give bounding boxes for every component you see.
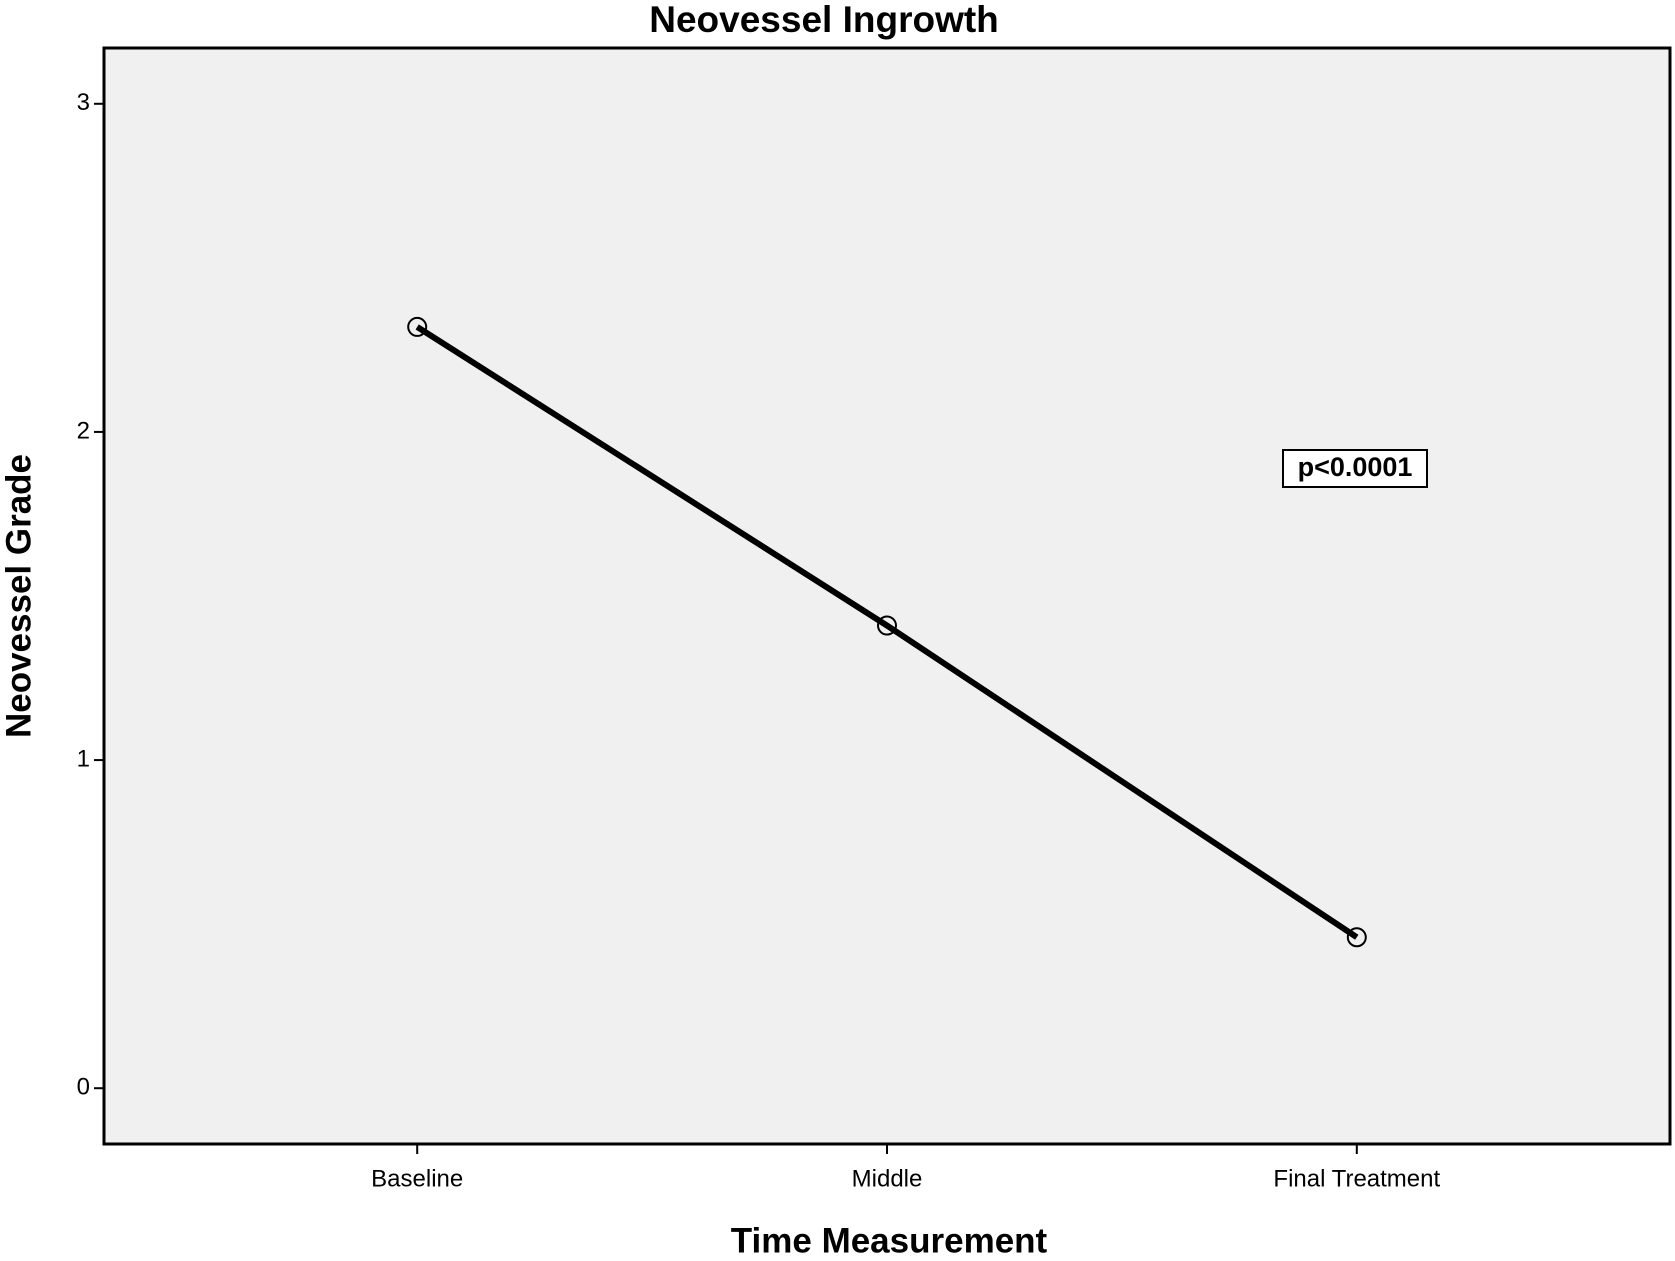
annotation-box: [1282, 449, 1428, 488]
x-tick-label: Final Treatment: [1273, 1165, 1440, 1192]
annotation: p<0.0001: [1298, 452, 1413, 482]
chart-title: Neovessel Ingrowth: [649, 0, 999, 40]
x-tick-label: Middle: [852, 1165, 923, 1192]
point: [407, 316, 428, 337]
line: [415, 324, 1359, 940]
y-tick-label: 0: [77, 1074, 90, 1101]
plot-area: [102, 46, 1672, 1146]
y-tick-label: 1: [77, 745, 90, 772]
x-tick-label: Baseline: [371, 1165, 463, 1192]
point: [1346, 927, 1367, 948]
y-axis-title: Neovessel Grade: [0, 454, 38, 738]
y-tick-label: 2: [77, 417, 90, 444]
y-tick-label: 3: [77, 89, 90, 116]
point: [877, 615, 897, 636]
x-axis-title: Time Measurement: [731, 1221, 1048, 1260]
